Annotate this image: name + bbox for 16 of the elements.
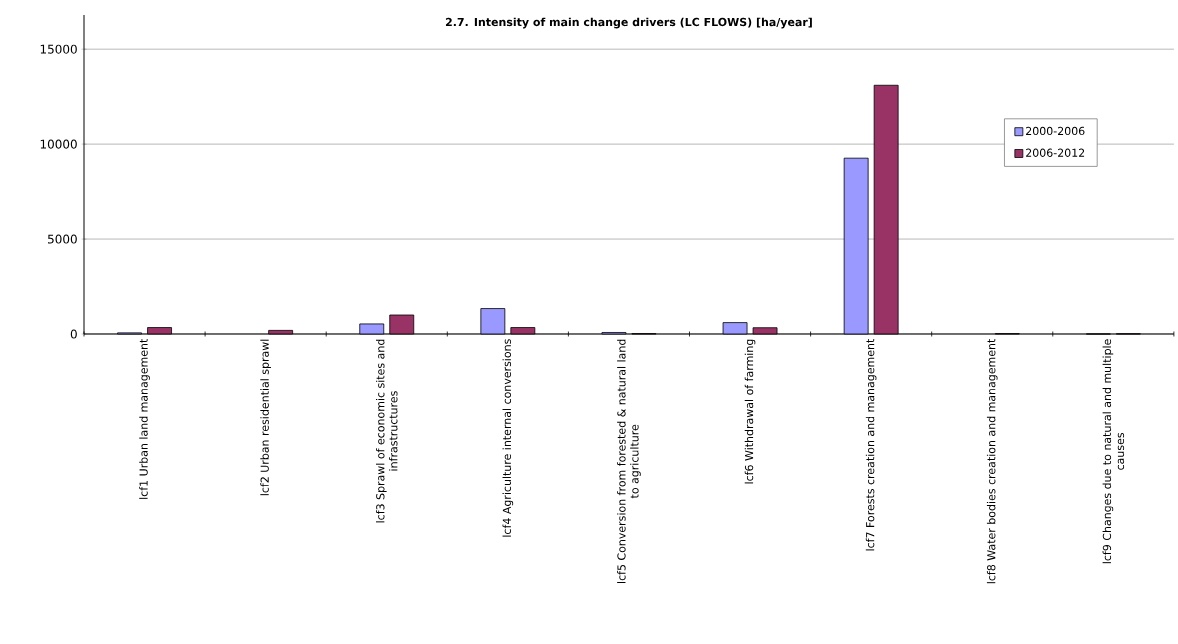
- x-tick-label: lcf3 Sprawl of economic sites and infrastructures: [375, 339, 398, 523]
- x-tick-label: lcf5 Conversion from forested & natural land to agriculture: [617, 339, 641, 583]
- legend-label: 2000-2006: [1026, 126, 1085, 136]
- x-tick-label: lcf8 Water bodies creation and management: [986, 338, 998, 584]
- x-tick-label: lcf4 Agriculture internal conversions: [502, 339, 514, 537]
- legend-label: 2006-2012: [1026, 148, 1085, 157]
- x-tick-label: lcf6 Withdrawal of farming: [744, 339, 756, 484]
- x-tick-label: lcf7 Forests creation and management: [865, 338, 877, 551]
- y-tick-label: 0: [70, 329, 77, 339]
- x-tick-label: lcf2 Urban residential sprawl: [260, 339, 271, 496]
- y-tick-label: 5000: [48, 234, 77, 244]
- x-tick-label: lcf1 Urban land management: [139, 338, 150, 499]
- y-tick-label: 10000: [40, 139, 77, 149]
- y-tick-label: 15000: [40, 44, 77, 54]
- x-tick-label: lcf9 Changes due to natural and multiple causes: [1102, 339, 1125, 564]
- chart-title: 2.7. Intensity of main change drivers (LC FLOWS) [ha/year]: [445, 17, 812, 29]
